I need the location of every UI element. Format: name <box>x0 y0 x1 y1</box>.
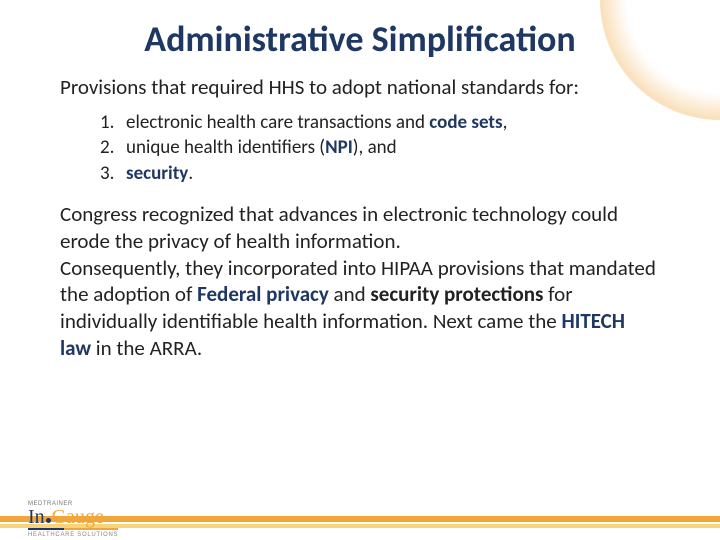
body-paragraph-2: Consequently, they incorporated into HIP… <box>60 255 660 363</box>
list-text: electronic health care transactions and … <box>126 110 507 136</box>
list-bold: NPI <box>325 136 353 159</box>
body-span: and <box>329 281 371 307</box>
list-pre: unique health identifiers ( <box>126 136 325 159</box>
list-pre: electronic health care transactions and <box>126 111 429 134</box>
body-span: in the ARRA. <box>91 335 202 361</box>
list-item: 2. unique health identifiers (NPI), and <box>100 135 660 161</box>
logo-part-in: In <box>28 507 45 527</box>
logo-underline <box>28 528 118 530</box>
body-paragraph-1: Congress recognized that advances in ele… <box>60 201 660 255</box>
list-number: 3. <box>100 161 126 187</box>
list-post: , <box>503 111 508 134</box>
slide: Administrative Simplification Provisions… <box>0 0 720 540</box>
body-bold: security protections <box>370 281 543 307</box>
corner-accent <box>600 0 720 120</box>
logo: MEDTRAINER In Gauge HEALTHCARE SOLUTIONS <box>28 501 118 538</box>
list-item: 1. electronic health care transactions a… <box>100 110 660 136</box>
logo-dot-icon <box>46 518 51 523</box>
intro-text: Provisions that required HHS to adopt na… <box>60 74 660 100</box>
list-bold: security <box>126 162 188 185</box>
body-bold: Federal privacy <box>197 281 329 307</box>
list-item: 3. security. <box>100 161 660 187</box>
list-bold: code sets <box>429 111 502 134</box>
list-post: ), and <box>353 136 397 159</box>
logo-subtitle: HEALTHCARE SOLUTIONS <box>28 532 118 538</box>
slide-title: Administrative Simplification <box>60 20 660 60</box>
list-number: 2. <box>100 135 126 161</box>
list-text: unique health identifiers (NPI), and <box>126 135 397 161</box>
logo-part-gauge: Gauge <box>52 507 104 527</box>
list-text: security. <box>126 161 193 187</box>
numbered-list: 1. electronic health care transactions a… <box>100 110 660 187</box>
logo-main: In Gauge <box>28 507 118 527</box>
list-number: 1. <box>100 110 126 136</box>
list-post: . <box>188 162 193 185</box>
